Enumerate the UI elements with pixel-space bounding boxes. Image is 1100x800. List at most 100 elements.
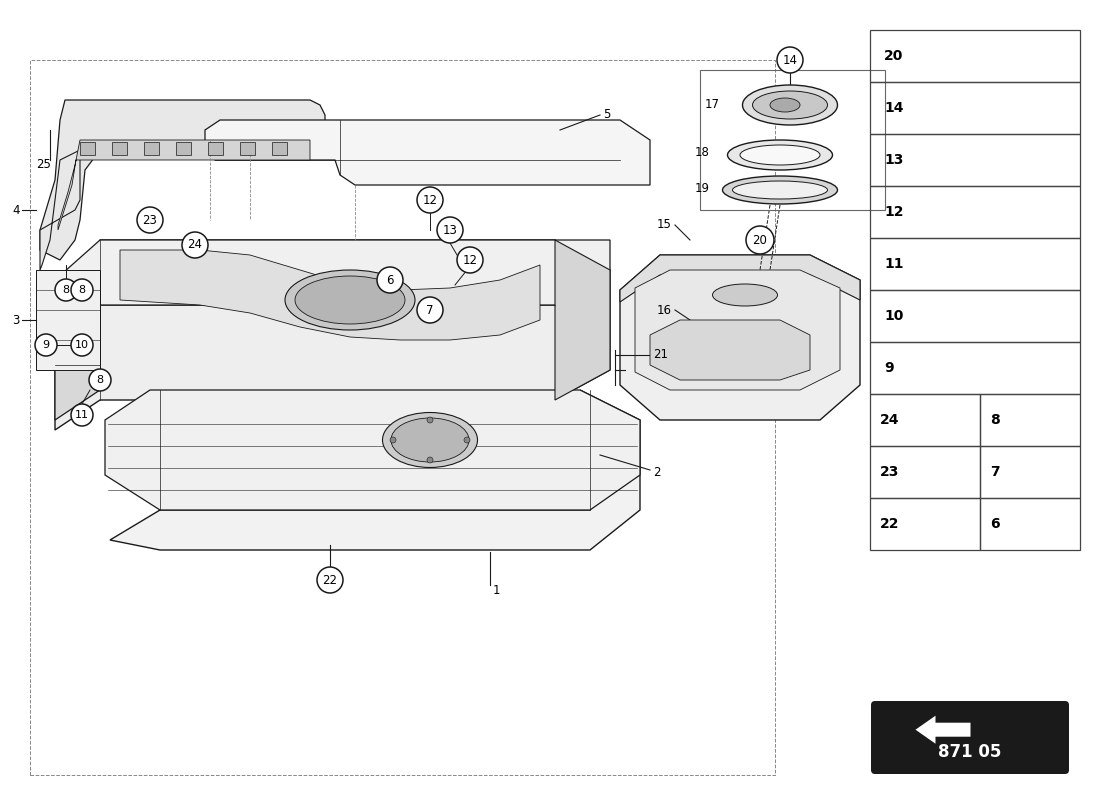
Bar xyxy=(870,134,1080,186)
Polygon shape xyxy=(620,255,860,302)
Text: a passion for parts since 1985: a passion for parts since 1985 xyxy=(243,481,538,499)
Ellipse shape xyxy=(295,276,405,324)
Bar xyxy=(870,394,980,446)
Text: 24: 24 xyxy=(880,413,900,427)
Text: 23: 23 xyxy=(880,465,900,479)
Polygon shape xyxy=(55,240,610,305)
Bar xyxy=(980,498,1080,550)
Polygon shape xyxy=(915,716,970,744)
Bar xyxy=(980,394,1080,446)
Ellipse shape xyxy=(752,91,827,119)
Circle shape xyxy=(35,334,57,356)
Text: 9: 9 xyxy=(884,361,893,375)
Text: 14: 14 xyxy=(782,54,797,66)
Bar xyxy=(700,70,886,210)
Text: 5: 5 xyxy=(603,109,611,122)
Circle shape xyxy=(377,267,403,293)
Polygon shape xyxy=(176,142,191,155)
Text: 18: 18 xyxy=(695,146,710,158)
Text: 8: 8 xyxy=(63,285,69,295)
Text: 6: 6 xyxy=(386,274,394,286)
Ellipse shape xyxy=(740,145,820,165)
Polygon shape xyxy=(120,250,540,340)
Circle shape xyxy=(390,437,396,443)
Ellipse shape xyxy=(383,413,477,467)
Circle shape xyxy=(746,226,774,254)
Polygon shape xyxy=(55,240,610,430)
Text: 22: 22 xyxy=(322,574,338,586)
Text: 15: 15 xyxy=(657,218,672,231)
Text: 25: 25 xyxy=(36,158,51,171)
Text: 12: 12 xyxy=(422,194,438,206)
Circle shape xyxy=(777,47,803,73)
Ellipse shape xyxy=(770,98,800,112)
Bar xyxy=(870,238,1080,290)
Ellipse shape xyxy=(713,284,778,306)
Text: 19: 19 xyxy=(695,182,710,194)
Bar xyxy=(870,82,1080,134)
Polygon shape xyxy=(240,142,255,155)
Text: 2: 2 xyxy=(653,466,660,478)
Text: 17: 17 xyxy=(705,98,720,111)
Circle shape xyxy=(427,417,433,423)
Polygon shape xyxy=(55,305,100,420)
Circle shape xyxy=(417,187,443,213)
Text: 1: 1 xyxy=(493,583,500,597)
Bar xyxy=(870,342,1080,394)
Polygon shape xyxy=(36,270,100,370)
Text: 871 05: 871 05 xyxy=(938,742,1002,761)
Polygon shape xyxy=(110,390,640,550)
Circle shape xyxy=(72,279,94,301)
Text: 3: 3 xyxy=(12,314,20,326)
Circle shape xyxy=(89,369,111,391)
Polygon shape xyxy=(104,390,640,510)
Polygon shape xyxy=(144,142,159,155)
Polygon shape xyxy=(205,120,650,185)
Text: 4: 4 xyxy=(12,203,20,217)
Circle shape xyxy=(182,232,208,258)
Polygon shape xyxy=(40,100,324,260)
Ellipse shape xyxy=(390,418,469,462)
Text: 13: 13 xyxy=(884,153,903,167)
Bar xyxy=(870,290,1080,342)
FancyBboxPatch shape xyxy=(871,701,1069,774)
Text: 12: 12 xyxy=(884,205,903,219)
Polygon shape xyxy=(208,142,223,155)
Text: eldo: eldo xyxy=(304,370,557,470)
Text: 16: 16 xyxy=(657,303,672,317)
Ellipse shape xyxy=(285,270,415,330)
Text: 24: 24 xyxy=(187,238,202,251)
Polygon shape xyxy=(80,142,95,155)
Bar xyxy=(870,30,1080,82)
Text: 6: 6 xyxy=(990,517,1000,531)
Polygon shape xyxy=(40,150,80,270)
Ellipse shape xyxy=(727,140,833,170)
Text: 9: 9 xyxy=(43,340,50,350)
Text: 7: 7 xyxy=(990,465,1000,479)
Text: 20: 20 xyxy=(884,49,903,63)
Bar xyxy=(870,186,1080,238)
Text: 11: 11 xyxy=(884,257,903,271)
Circle shape xyxy=(437,217,463,243)
Text: 23: 23 xyxy=(143,214,157,226)
Circle shape xyxy=(417,297,443,323)
Polygon shape xyxy=(112,142,126,155)
Text: 7: 7 xyxy=(427,303,433,317)
Text: 22: 22 xyxy=(880,517,900,531)
Circle shape xyxy=(72,404,94,426)
Ellipse shape xyxy=(742,85,837,125)
Text: 20: 20 xyxy=(752,234,768,246)
Circle shape xyxy=(55,279,77,301)
Text: 11: 11 xyxy=(75,410,89,420)
Circle shape xyxy=(464,437,470,443)
Polygon shape xyxy=(556,240,610,400)
Text: 21: 21 xyxy=(653,349,668,362)
Text: 12: 12 xyxy=(462,254,477,266)
Circle shape xyxy=(138,207,163,233)
Bar xyxy=(30,60,776,775)
Text: 14: 14 xyxy=(884,101,903,115)
Polygon shape xyxy=(58,140,310,230)
Bar xyxy=(870,446,980,498)
Bar xyxy=(870,498,980,550)
Text: 10: 10 xyxy=(75,340,89,350)
